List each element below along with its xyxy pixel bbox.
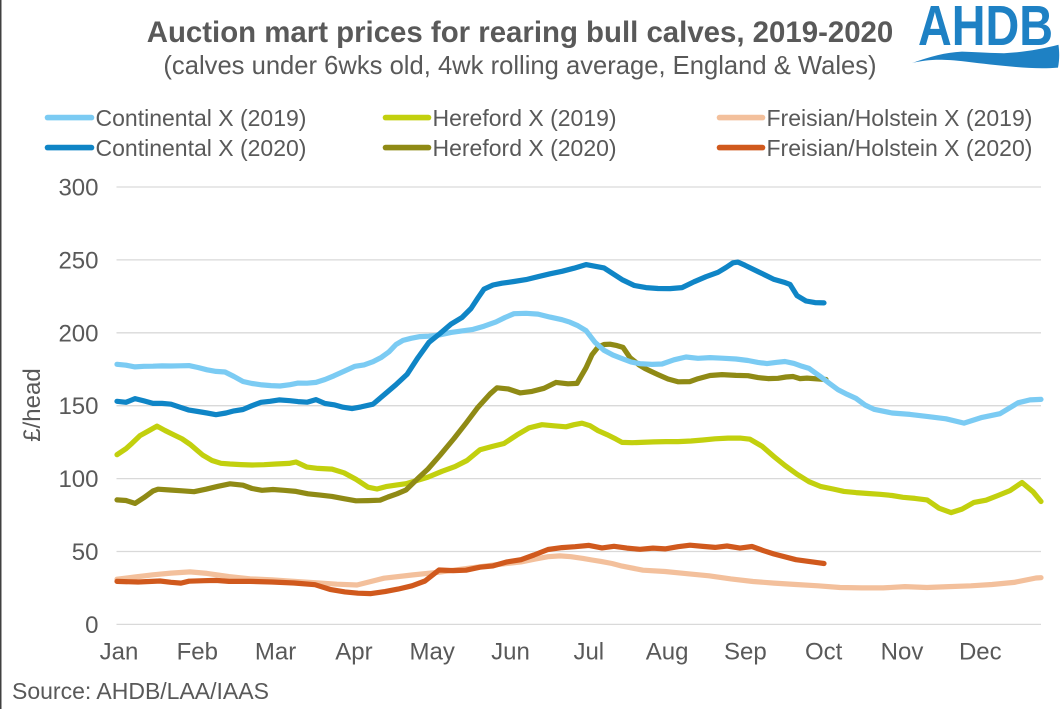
svg-text:250: 250 xyxy=(58,247,98,274)
svg-text:Mar: Mar xyxy=(255,639,296,666)
svg-text:Apr: Apr xyxy=(335,639,372,666)
svg-text:Nov: Nov xyxy=(881,639,924,666)
svg-text:Hereford X (2019): Hereford X (2019) xyxy=(433,105,617,131)
svg-text:May: May xyxy=(410,639,455,666)
svg-text:Oct: Oct xyxy=(805,639,843,666)
svg-text:Dec: Dec xyxy=(959,639,1002,666)
svg-text:Freisian/Holstein X (2019): Freisian/Holstein X (2019) xyxy=(767,105,1033,131)
svg-text:150: 150 xyxy=(58,393,98,420)
svg-text:Aug: Aug xyxy=(646,639,689,666)
svg-text:Feb: Feb xyxy=(177,639,218,666)
svg-text:Auction mart prices for rearin: Auction mart prices for rearing bull cal… xyxy=(147,16,894,49)
svg-text:Continental X (2020): Continental X (2020) xyxy=(96,135,307,161)
svg-text:Source: AHDB/LAA/IAAS: Source: AHDB/LAA/IAAS xyxy=(12,678,269,704)
svg-text:£/head: £/head xyxy=(19,368,46,441)
svg-text:Jun: Jun xyxy=(491,639,530,666)
svg-text:0: 0 xyxy=(85,612,98,639)
svg-text:(calves under 6wks old, 4wk ro: (calves under 6wks old, 4wk rolling aver… xyxy=(163,52,876,80)
svg-text:Sep: Sep xyxy=(724,639,767,666)
svg-text:Continental X (2019): Continental X (2019) xyxy=(96,105,307,131)
svg-text:Hereford X (2020): Hereford X (2020) xyxy=(433,135,617,161)
svg-text:50: 50 xyxy=(72,539,99,566)
svg-text:Jul: Jul xyxy=(573,639,604,666)
svg-text:100: 100 xyxy=(58,466,98,493)
svg-text:200: 200 xyxy=(58,320,98,347)
svg-text:Jan: Jan xyxy=(100,639,139,666)
svg-text:AHDB: AHDB xyxy=(918,0,1053,57)
svg-text:Freisian/Holstein X (2020): Freisian/Holstein X (2020) xyxy=(767,135,1033,161)
svg-text:300: 300 xyxy=(58,175,98,202)
